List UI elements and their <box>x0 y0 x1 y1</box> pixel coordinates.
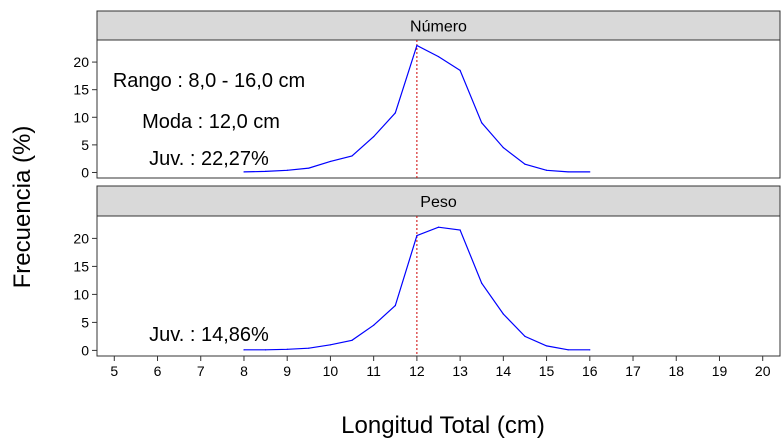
series-point <box>524 163 526 165</box>
panel-border <box>96 39 781 179</box>
panel-strip <box>96 10 781 41</box>
series-point <box>243 171 245 173</box>
panel-annotation: Moda : 12,0 cm <box>142 111 280 133</box>
panel-strip-label: Número <box>410 19 467 36</box>
series-point <box>351 339 353 341</box>
series-point <box>524 335 526 337</box>
series-point <box>308 347 310 349</box>
series-point <box>308 167 310 169</box>
series-point <box>481 122 483 124</box>
y-tick-label: 10 <box>73 109 89 125</box>
x-axis-label: Longitud Total (cm) <box>341 412 545 439</box>
series-point <box>589 171 591 173</box>
series-point <box>502 313 504 315</box>
y-tick-label: 0 <box>81 342 89 358</box>
series-point <box>351 155 353 157</box>
x-tick-label: 16 <box>582 363 598 379</box>
y-tick-label: 5 <box>81 137 89 153</box>
panel-annotation: Rango : 8,0 - 16,0 cm <box>113 70 305 92</box>
series-point <box>373 136 375 138</box>
series-point <box>459 229 461 231</box>
x-tick-label: 19 <box>712 363 728 379</box>
y-tick-label: 0 <box>81 164 89 180</box>
x-tick-label: 14 <box>496 363 512 379</box>
series-point <box>286 348 288 350</box>
series-point <box>481 282 483 284</box>
series-point <box>264 349 267 351</box>
x-tick-label: 20 <box>755 363 771 379</box>
y-axis-label: Frecuencia (%) <box>9 126 36 289</box>
series-point <box>286 169 288 171</box>
y-tick-label: 15 <box>73 82 89 98</box>
series-point <box>567 171 569 173</box>
series-point <box>545 345 548 347</box>
series-point <box>264 170 267 172</box>
series-point <box>567 349 569 351</box>
panel-strip-label: Peso <box>420 194 457 211</box>
y-tick-label: 15 <box>73 258 89 274</box>
series-point <box>329 344 332 346</box>
x-tick-label: 10 <box>323 363 339 379</box>
x-tick-label: 6 <box>154 363 162 379</box>
panel-annotation: Juv. : 22,27% <box>149 148 269 170</box>
series-point <box>373 324 375 326</box>
series-point <box>437 226 440 228</box>
x-tick-label: 7 <box>197 363 205 379</box>
x-tick-label: 15 <box>539 363 555 379</box>
series-point <box>437 55 440 58</box>
panel-border <box>96 215 781 357</box>
x-tick-label: 8 <box>240 363 248 379</box>
panel-0: Número 0 5 10 15 20 Rango : 8,0 - 16,0 cm Moda … <box>73 10 781 180</box>
series-point <box>589 349 591 351</box>
x-tick-label: 18 <box>668 363 684 379</box>
panel-strip <box>96 185 781 217</box>
y-tick-label: 20 <box>73 230 89 246</box>
series-point <box>329 160 332 163</box>
x-tick-label: 13 <box>452 363 468 379</box>
x-tick-label: 9 <box>283 363 291 379</box>
y-tick-label: 20 <box>73 54 89 70</box>
x-axis: 5 6 7 8 9 10 11 12 13 14 15 16 17 18 19 20 <box>110 356 771 379</box>
panels: Número 0 5 10 15 20 Rango : 8,0 - 16,0 cm Moda … <box>73 10 781 358</box>
x-tick-label: 17 <box>625 363 641 379</box>
x-tick-label: 11 <box>366 363 381 379</box>
series-point <box>394 112 396 114</box>
x-tick-label: 12 <box>409 363 425 379</box>
y-tick-label: 5 <box>81 314 89 330</box>
series-point <box>459 69 461 71</box>
series-point <box>243 349 245 351</box>
panel-annotation: Juv. : 14,86% <box>149 324 269 346</box>
series-point <box>416 235 418 237</box>
series-point <box>416 44 418 47</box>
x-tick-label: 5 <box>110 363 118 379</box>
series-point <box>545 169 548 171</box>
series-point <box>502 147 504 149</box>
y-tick-label: 10 <box>73 286 89 302</box>
series-point <box>394 305 396 307</box>
panel-1: Peso 0 5 10 15 20 Juv. : 14,86% <box>73 185 781 358</box>
